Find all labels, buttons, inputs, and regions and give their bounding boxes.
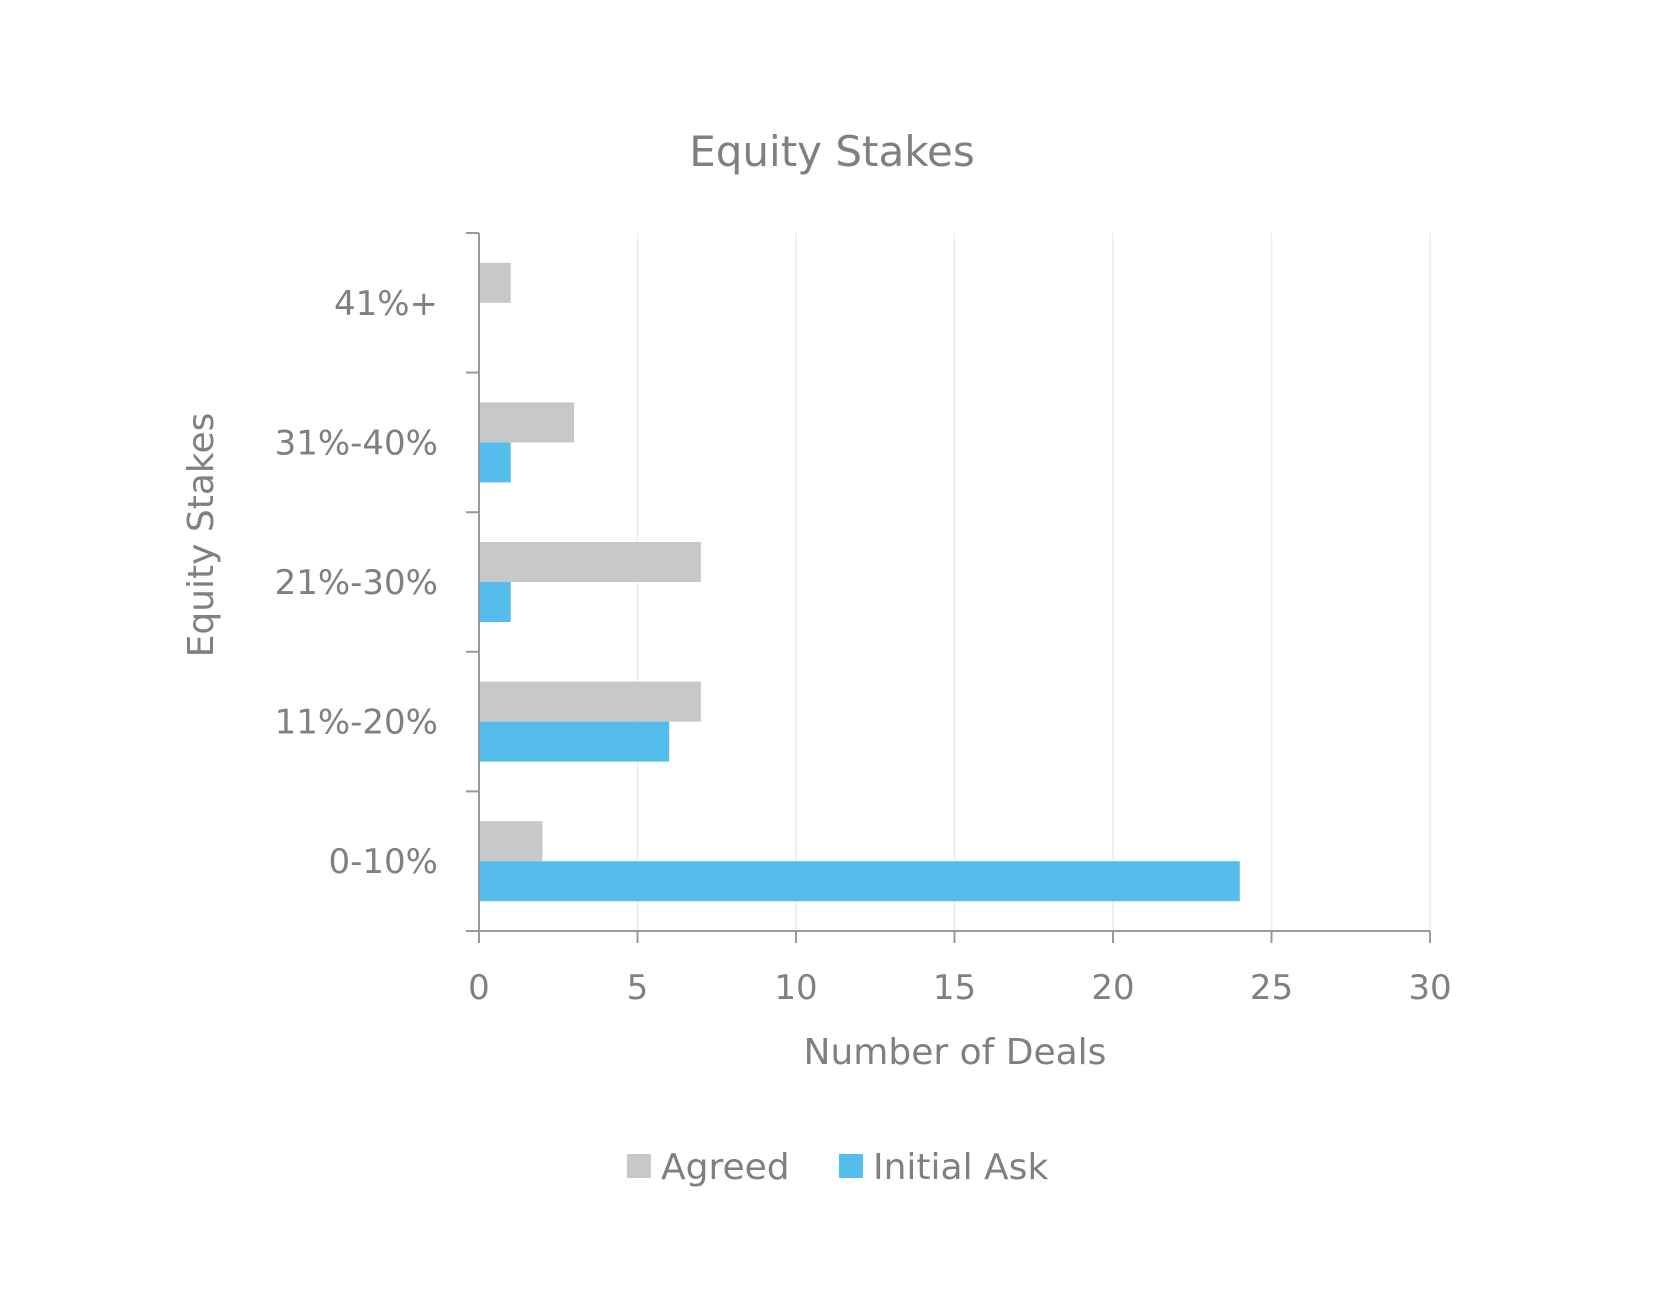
x-axis-label: Number of Deals [804, 1032, 1107, 1073]
chart-title: Equity Stakes [689, 127, 975, 176]
bar-agreed-1 [479, 821, 543, 862]
bar-initial-ask-4 [479, 442, 511, 483]
bar-initial-ask-1 [479, 861, 1240, 902]
y-tick-label-3: 21%-30% [275, 563, 438, 603]
x-tick-label-0: 0 [468, 968, 490, 1008]
y-tick-label-1: 0-10% [329, 842, 438, 882]
legend-label-2: Initial Ask [873, 1147, 1048, 1188]
x-tick-label-10: 10 [774, 968, 817, 1008]
legend-label-1: Agreed [661, 1147, 790, 1188]
bar-agreed-3 [479, 542, 701, 582]
x-tick-label-20: 20 [1091, 968, 1134, 1008]
x-tick-label-25: 25 [1250, 968, 1293, 1008]
bar-agreed-4 [479, 402, 575, 443]
bar-agreed-2 [479, 681, 701, 722]
bars [479, 262, 1240, 902]
legend-swatch-1 [627, 1154, 651, 1178]
bar-agreed-5 [479, 262, 511, 303]
x-tick-label-15: 15 [933, 968, 976, 1008]
legend: Agreed Initial Ask [627, 1147, 1048, 1188]
gridlines [636, 233, 1431, 931]
y-tick-label-5: 41%+ [334, 284, 438, 324]
y-tick-label-2: 11%-20% [275, 703, 438, 743]
legend-swatch-2 [839, 1154, 863, 1178]
tick-labels: 0-10% 11%-20% 21%-30% 31%-40% 41%+ 0 5 10 15 20 25… [275, 284, 1452, 1008]
y-tick-label-4: 31%-40% [275, 423, 438, 463]
x-tick-label-30: 30 [1408, 968, 1451, 1008]
bar-initial-ask-2 [479, 721, 670, 762]
bar-initial-ask-3 [479, 582, 511, 622]
y-axis-label: Equity Stakes [181, 413, 222, 658]
x-tick-label-5: 5 [627, 968, 649, 1008]
axes [466, 232, 1431, 943]
